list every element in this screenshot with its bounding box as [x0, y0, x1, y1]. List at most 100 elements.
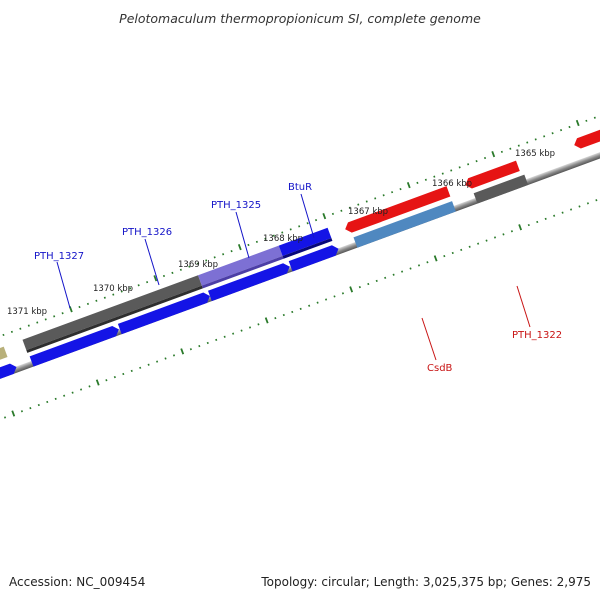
gene-label-pth1326[interactable]: PTH_1326	[122, 227, 172, 238]
gene-pth1322-red[interactable]	[463, 160, 520, 191]
minor-tick	[105, 379, 108, 382]
minor-tick	[451, 251, 454, 255]
minor-tick	[314, 218, 318, 222]
minor-tick	[79, 388, 83, 391]
gene-pth1322[interactable]	[473, 174, 529, 204]
minor-tick	[340, 209, 343, 212]
scale-label: 1365 kbp	[515, 149, 555, 159]
gene-gray-left-shade	[26, 285, 203, 353]
minor-tick	[112, 293, 115, 296]
minor-tick	[240, 329, 243, 332]
gene-purple[interactable]	[198, 245, 283, 286]
minor-tick	[198, 344, 201, 348]
minor-tick	[78, 305, 81, 309]
major-tick	[95, 379, 100, 386]
minor-tick	[147, 363, 150, 366]
minor-tick	[333, 295, 336, 298]
scale-label: 1367 kbp	[348, 207, 388, 217]
minor-tick	[113, 376, 116, 379]
minor-tick	[171, 271, 174, 274]
minor-tick	[248, 326, 252, 329]
major-tick	[406, 181, 411, 189]
minor-tick	[189, 348, 192, 351]
minor-tick	[172, 354, 176, 357]
gene-right-fragment[interactable]	[572, 126, 600, 150]
gene-pth1327[interactable]	[29, 324, 121, 367]
minor-tick	[164, 357, 167, 360]
minor-tick	[424, 178, 427, 181]
map-title: Pelotomaculum thermopropionicum SI, comp…	[119, 11, 481, 26]
lower-scale-ticks	[3, 199, 598, 419]
minor-tick	[544, 217, 547, 220]
minor-tick	[517, 144, 520, 147]
minor-tick	[230, 250, 233, 253]
major-tick	[433, 255, 438, 262]
major-tick	[237, 244, 242, 251]
gene-pth1326[interactable]	[117, 291, 212, 335]
minor-tick	[3, 416, 7, 419]
minor-tick	[222, 253, 225, 256]
minor-tick	[44, 318, 47, 321]
minor-tick	[475, 160, 478, 163]
minor-tick	[156, 360, 159, 363]
gene-label-btur[interactable]: BtuR	[288, 182, 312, 193]
gene-label-pth1322[interactable]: PTH_1322	[512, 330, 562, 341]
minor-tick	[365, 200, 368, 203]
gene-btur-lower[interactable]	[288, 244, 341, 272]
scale-label: 1366 kbp	[432, 179, 472, 189]
minor-tick	[88, 385, 91, 388]
minor-tick	[223, 335, 226, 338]
minor-tick	[146, 281, 149, 284]
minor-tick	[536, 220, 539, 224]
minor-tick	[205, 259, 208, 262]
major-tick	[491, 150, 496, 158]
gene-label-pth1327[interactable]: PTH_1327	[34, 251, 84, 262]
gene-left-fragment[interactable]	[0, 362, 18, 390]
minor-tick	[29, 407, 32, 410]
minor-tick	[551, 132, 554, 135]
minor-tick	[534, 138, 537, 141]
minor-tick	[357, 203, 360, 206]
minor-tick	[272, 234, 275, 237]
minor-tick	[458, 166, 461, 169]
minor-tick	[426, 261, 429, 264]
forward-strand-genes-lower	[0, 244, 341, 390]
gene-btur-shade	[282, 238, 333, 259]
minor-tick	[257, 323, 260, 326]
minor-tick	[213, 256, 216, 259]
accession-text: Accession: NC_009454	[9, 575, 145, 589]
minor-tick	[232, 332, 235, 335]
gene-csdb-steel[interactable]	[353, 201, 456, 248]
leader-line	[421, 317, 437, 361]
gene-label-pth1325[interactable]: PTH_1325	[211, 200, 261, 211]
minor-tick	[53, 315, 56, 318]
minor-tick	[137, 284, 140, 287]
minor-tick	[543, 135, 546, 138]
scale-label: 1370 kbp	[93, 284, 133, 294]
minor-tick	[467, 163, 470, 166]
minor-tick	[392, 273, 395, 276]
minor-tick	[179, 268, 182, 271]
major-tick	[180, 348, 185, 355]
minor-tick	[282, 313, 285, 317]
leader-line	[56, 261, 71, 309]
minor-tick	[274, 317, 277, 320]
minor-tick	[188, 265, 191, 268]
gene-pth1325[interactable]	[208, 262, 292, 302]
minor-tick	[264, 237, 267, 240]
minor-tick	[477, 242, 480, 245]
minor-tick	[71, 391, 74, 394]
gene-purple-shade	[201, 255, 284, 289]
gene-csdb[interactable]	[343, 186, 451, 234]
gene-label-csdb[interactable]: CsdB	[427, 363, 453, 374]
gene-gray-left[interactable]	[22, 275, 202, 351]
major-tick	[518, 224, 523, 231]
minor-tick	[36, 321, 39, 324]
leader-line	[300, 193, 315, 239]
minor-tick	[63, 394, 66, 397]
gene-btur[interactable]	[278, 227, 332, 256]
scale-label: 1371 kbp	[7, 307, 47, 317]
minor-tick	[316, 301, 319, 304]
minor-tick	[348, 206, 351, 209]
minor-tick	[120, 290, 123, 293]
